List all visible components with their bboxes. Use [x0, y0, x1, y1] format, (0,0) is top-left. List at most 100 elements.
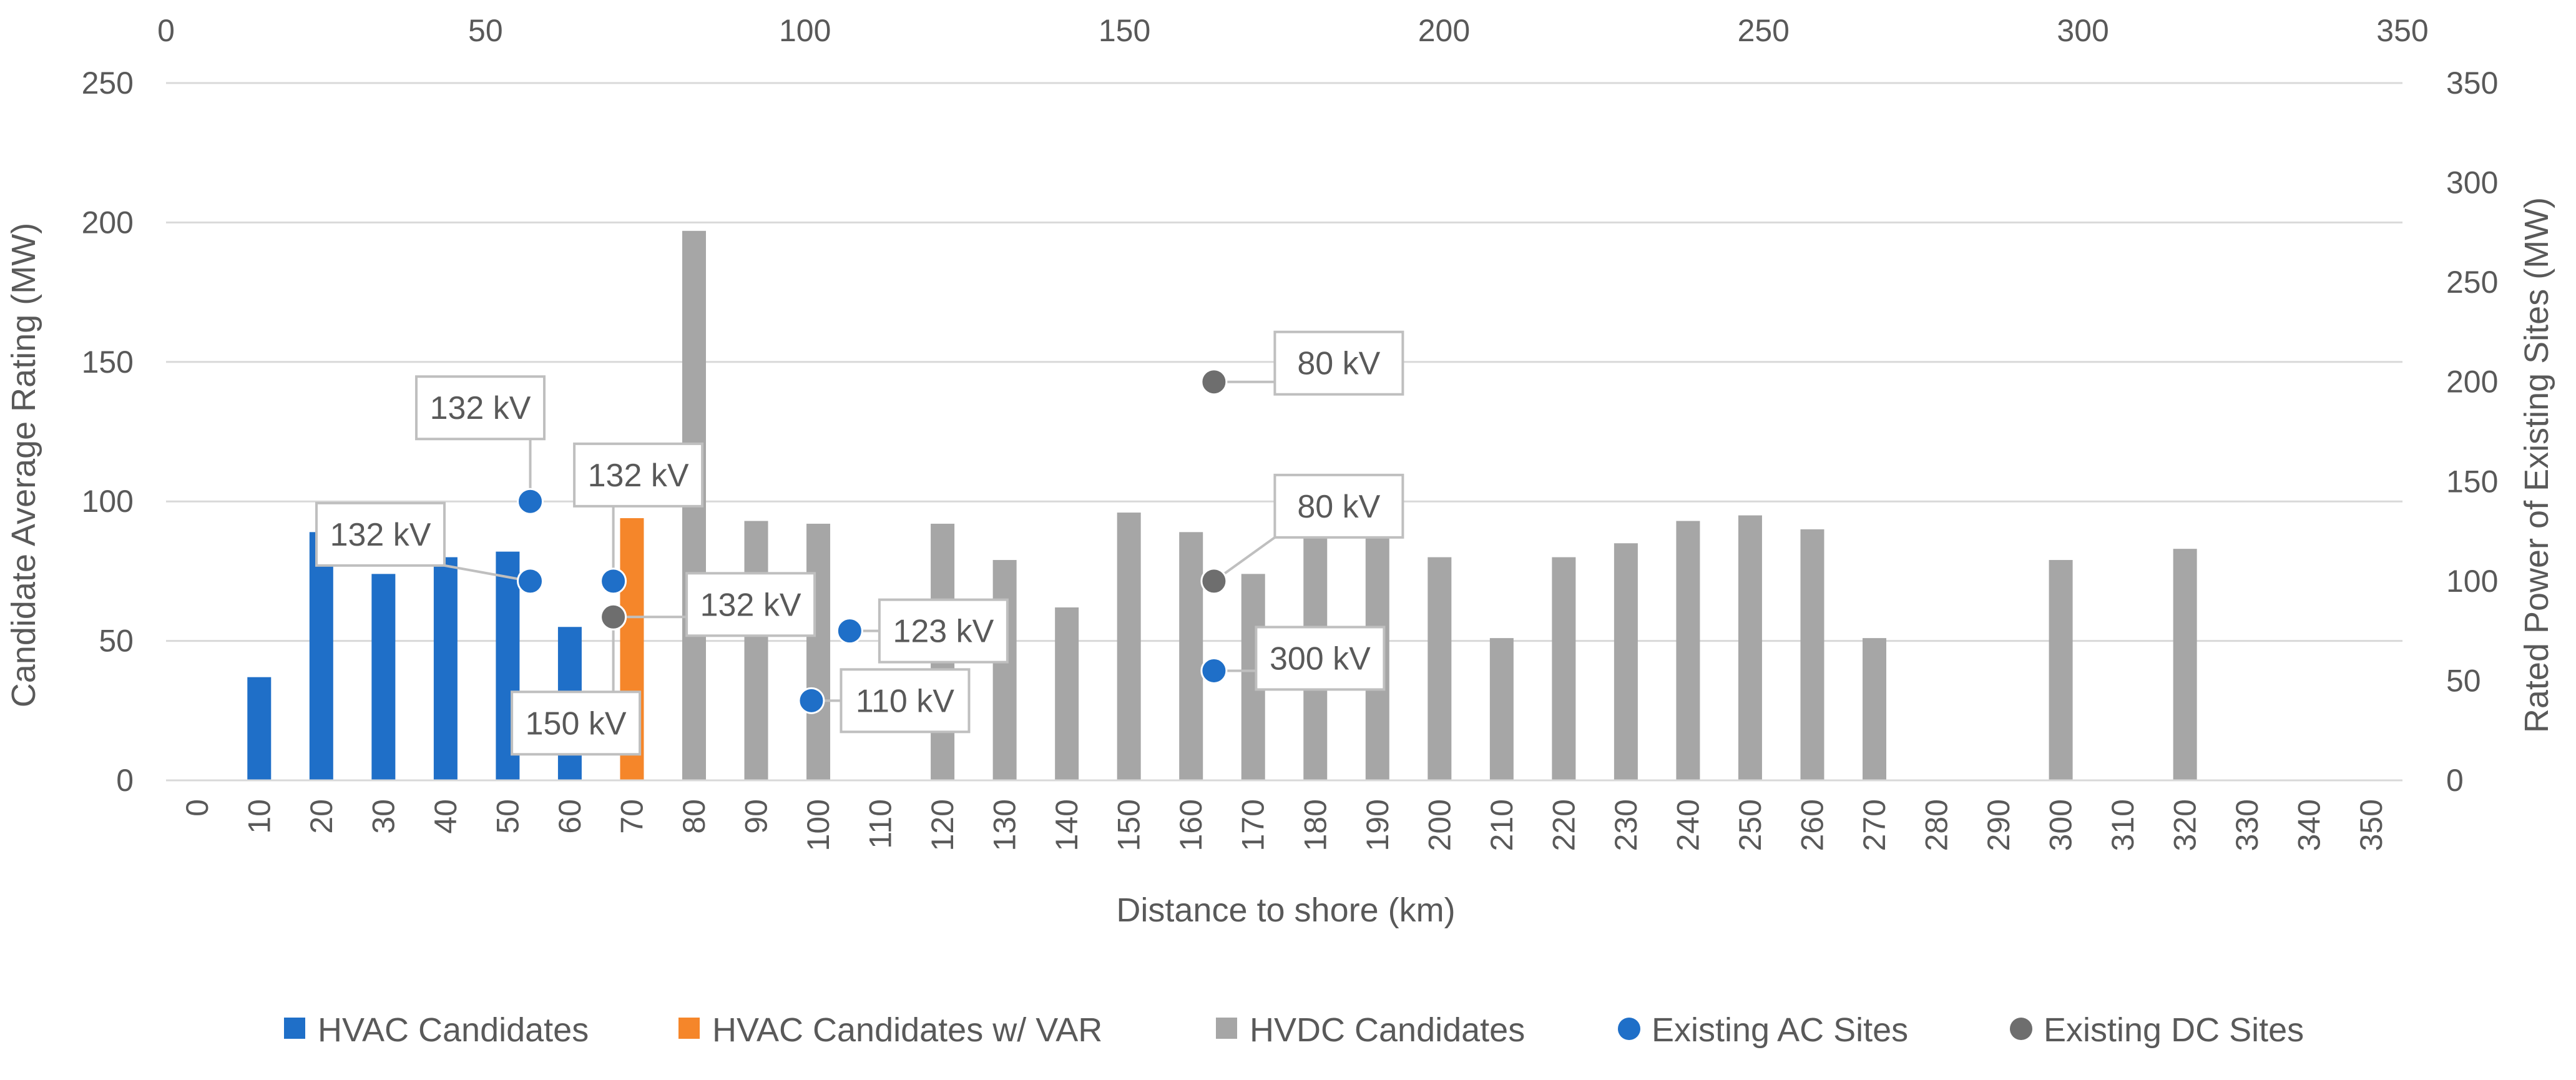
bar [1179, 532, 1203, 780]
x-tick-label: 200 [1422, 799, 1457, 851]
legend-marker [1618, 1018, 1640, 1040]
data-point [517, 567, 544, 595]
x-tick-label: 280 [1919, 799, 1954, 851]
data-label: 300 kV [1270, 641, 1371, 677]
x-tick-label: 300 [2044, 799, 2079, 851]
x2-tick-label: 350 [2376, 13, 2428, 48]
data-point [600, 603, 627, 631]
legend-swatch [678, 1018, 700, 1039]
x-tick-label: 180 [1298, 799, 1333, 851]
x-tick-label: 50 [490, 799, 525, 834]
data-label-box [1273, 473, 1404, 539]
y-tick-label: 150 [82, 345, 134, 380]
x2-tick-label: 150 [1099, 13, 1150, 48]
y-axis-title: Candidate Average Rating (MW) [5, 223, 42, 707]
legend-label: Existing AC Sites [1652, 1011, 1908, 1049]
data-point [836, 617, 863, 645]
x-tick-label: 130 [987, 799, 1022, 851]
x-tick-label: 90 [739, 799, 774, 834]
y2-tick-label: 100 [2446, 564, 2498, 599]
data-label: 132 kV [588, 458, 689, 494]
data-label-box [511, 690, 642, 756]
legend-swatch [1216, 1018, 1237, 1039]
x-tick-label: 80 [677, 799, 712, 834]
bar [1117, 513, 1141, 780]
y-tick-label: 0 [116, 763, 134, 798]
data-label: 80 kV [1297, 489, 1380, 525]
x-tick-label: 20 [304, 799, 339, 834]
x-tick-label: 210 [1484, 799, 1519, 851]
bar [247, 677, 272, 780]
data-label: 132 kV [700, 587, 801, 623]
x-tick-label: 260 [1795, 799, 1829, 851]
y2-tick-label: 150 [2446, 464, 2498, 499]
x-tick-label: 340 [2292, 799, 2327, 851]
x-tick-label: 150 [1112, 799, 1147, 851]
x-tick-label: 30 [366, 799, 401, 834]
data-label: 132 kV [330, 517, 431, 553]
data-point [1200, 368, 1228, 396]
x-tick-label: 140 [1049, 799, 1084, 851]
bar [1676, 521, 1700, 780]
legend-marker [2010, 1018, 2032, 1040]
x-tick-label: 60 [552, 799, 587, 834]
bar [806, 523, 831, 780]
x-tick-label: 170 [1236, 799, 1271, 851]
bar [309, 532, 333, 780]
bar [1800, 529, 1824, 780]
data-label-box [315, 501, 446, 567]
x2-tick-label: 300 [2057, 13, 2108, 48]
x-tick-label: 0 [180, 799, 215, 817]
bar [1428, 557, 1452, 780]
data-point [798, 687, 825, 714]
data-label-box [878, 598, 1009, 664]
bar [1614, 543, 1638, 780]
points [517, 368, 1228, 714]
data-label: 110 kV [856, 683, 954, 719]
x-tick-label: 10 [242, 799, 277, 834]
x2-tick-label: 200 [1418, 13, 1470, 48]
bar [1489, 638, 1514, 780]
x-tick-label: 330 [2230, 799, 2265, 851]
data-label: 150 kV [526, 705, 627, 742]
x2-tick-label: 100 [779, 13, 831, 48]
callouts: 132 kV 132 kV 132 kV 132 kV 123 kV 110 kV 300 … [315, 330, 1404, 756]
x-tick-label: 230 [1609, 799, 1643, 851]
x-tick-label: 290 [1981, 799, 2016, 851]
legend: HVAC Candidates HVAC Candidates w/ VAR HVD… [284, 1011, 2304, 1049]
data-label-box [1255, 626, 1386, 691]
bar [1863, 638, 1887, 780]
x-tick-label: 120 [925, 799, 960, 851]
legend-label: HVAC Candidates w/ VAR [712, 1011, 1102, 1049]
data-label: 123 kV [893, 614, 994, 650]
x-tick-label: 70 [614, 799, 649, 834]
y-tick-label: 250 [82, 66, 134, 101]
y-tick-label: 50 [99, 624, 134, 659]
x-tick-label: 220 [1546, 799, 1581, 851]
x-tick-label: 40 [428, 799, 463, 834]
x-tick-label: 190 [1360, 799, 1395, 851]
x-tick-label: 310 [2105, 799, 2140, 851]
data-label-box [685, 572, 816, 637]
x-tick-label: 250 [1733, 799, 1768, 851]
x-axis-title: Distance to shore (km) [1116, 891, 1455, 929]
callout-leader [444, 564, 531, 582]
x-tick-label: 110 [863, 799, 898, 849]
y-tick-label: 100 [82, 484, 134, 519]
bar [2049, 560, 2073, 780]
bar [1738, 515, 1762, 780]
x-tick-label: 350 [2354, 799, 2389, 851]
legend-swatch [284, 1018, 305, 1039]
bar [744, 521, 768, 780]
y2-tick-label: 200 [2446, 365, 2498, 400]
legend-label: Existing DC Sites [2044, 1011, 2304, 1049]
legend-label: HVDC Candidates [1250, 1011, 1525, 1049]
x2-tick-label: 0 [157, 13, 175, 48]
bar [1055, 607, 1079, 780]
data-point [1200, 567, 1228, 595]
data-label-box [1273, 330, 1404, 396]
data-label-box [415, 375, 546, 441]
